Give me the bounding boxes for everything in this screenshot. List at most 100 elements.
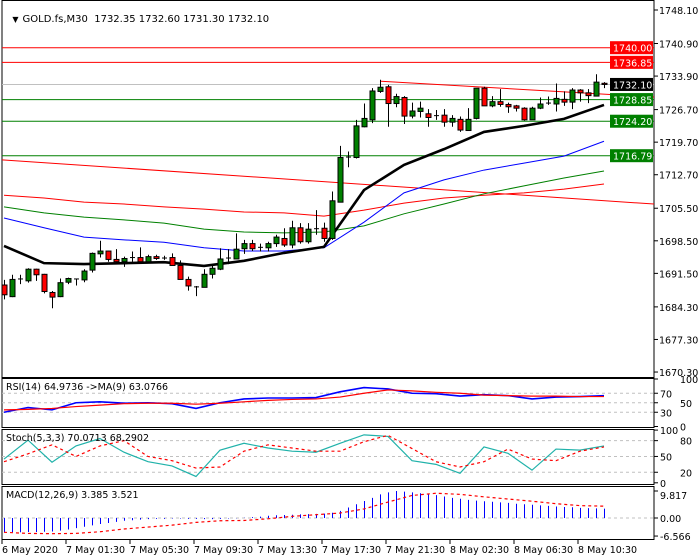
candle-body (329, 200, 336, 239)
price-tick-label: 1733.90 (659, 72, 698, 83)
candle-body (41, 273, 48, 293)
trendline (379, 80, 655, 98)
candle (273, 234, 280, 247)
candle-body (249, 243, 256, 250)
candle-body (105, 250, 112, 260)
candle (305, 223, 312, 244)
axis-tick-label: 50 (680, 399, 692, 410)
candle-body (121, 257, 128, 263)
candle-body (353, 125, 360, 159)
triangle-down-icon[interactable]: ▼ (12, 15, 19, 24)
candle-body (137, 257, 144, 263)
candle (513, 104, 520, 112)
candle (297, 223, 304, 244)
candle (337, 145, 344, 203)
candle-body (241, 243, 248, 250)
candle (162, 255, 167, 260)
candle-body (601, 82, 608, 85)
candle (481, 86, 488, 107)
candle-body (145, 256, 152, 263)
ohlc-readout: 1732.35 1732.60 1731.30 1732.10 (94, 14, 270, 25)
candle (217, 248, 224, 271)
candle-body (553, 97, 560, 105)
candle-body (209, 267, 216, 275)
candle-body (505, 103, 512, 108)
candle (226, 249, 231, 265)
candle (201, 269, 208, 288)
price-label-box (610, 114, 653, 128)
time-tick-label: 7 May 05:30 (130, 545, 189, 556)
candle (529, 106, 536, 121)
candle (577, 89, 584, 102)
candle-body (265, 243, 272, 249)
candle (177, 260, 184, 280)
candle (65, 277, 72, 285)
time-tick-label: 7 May 09:30 (194, 545, 253, 556)
candle-body (1, 284, 8, 296)
price-tick-label: 1705.50 (659, 204, 698, 215)
price-tick-label: 1677.30 (659, 335, 698, 346)
candle (409, 102, 416, 119)
candle-body (297, 227, 304, 243)
price-label: 1724.20 (613, 117, 652, 128)
candle (417, 101, 424, 118)
candle-body (409, 110, 416, 117)
candle-body (97, 250, 104, 255)
candle-body (33, 268, 40, 276)
candle (49, 291, 56, 309)
axis-tick-label: 100 (680, 375, 698, 386)
axis-tick-label: 9.817 (660, 491, 687, 502)
axis-tick-label: 100 (660, 426, 678, 437)
candle (601, 82, 608, 89)
indicator-line (3, 389, 604, 411)
price-tick-label: 1670.30 (659, 368, 698, 379)
price-label: 1736.85 (613, 58, 652, 69)
candle-body (49, 291, 56, 298)
price-label-box (610, 93, 653, 107)
chart-title: ▼ GOLD.fs,M30 1732.35 1732.60 1731.30 173… (4, 3, 272, 25)
candle-body (377, 86, 384, 92)
candle-body (185, 278, 192, 287)
candle-body (81, 270, 88, 281)
candle (185, 276, 192, 291)
candle (281, 228, 288, 247)
candle (465, 108, 472, 132)
price-tick-label: 1748.10 (659, 6, 698, 17)
candle-body (401, 96, 408, 117)
candle (265, 241, 272, 252)
price-label-box (610, 55, 653, 69)
candle (169, 253, 176, 266)
moving-average-line (3, 170, 605, 234)
candle-body (473, 87, 480, 119)
candle-body (25, 268, 32, 282)
candle (593, 74, 600, 97)
candle (97, 240, 104, 258)
candle (353, 119, 360, 159)
candle-body (449, 117, 456, 123)
candle-body (385, 86, 392, 105)
price-tick-label: 1684.30 (659, 303, 698, 314)
price-tick-label: 1712.70 (659, 171, 698, 182)
indicator-title: MACD(12,26,9) 3.385 3.521 (6, 490, 139, 501)
time-tick-label: 7 May 17:30 (322, 545, 381, 556)
candle (258, 243, 263, 252)
candle (121, 256, 128, 267)
candle-body (537, 103, 544, 109)
candle-body (457, 118, 464, 131)
candle (401, 96, 408, 125)
candle (457, 116, 464, 132)
indicator-title: Stoch(5,3,3) 70.0713 68.2902 (6, 433, 149, 444)
candle-body (497, 101, 504, 105)
axis-tick-label: 70 (660, 389, 672, 400)
candle-body (153, 256, 160, 259)
candle-body (233, 248, 240, 260)
candle (33, 268, 40, 281)
candle (561, 91, 568, 106)
price-label-box (610, 77, 653, 91)
candle (130, 251, 135, 262)
candle (346, 151, 351, 168)
axis-tick-label: 0 (660, 479, 666, 490)
candle (249, 239, 256, 252)
candle-body (417, 107, 424, 112)
